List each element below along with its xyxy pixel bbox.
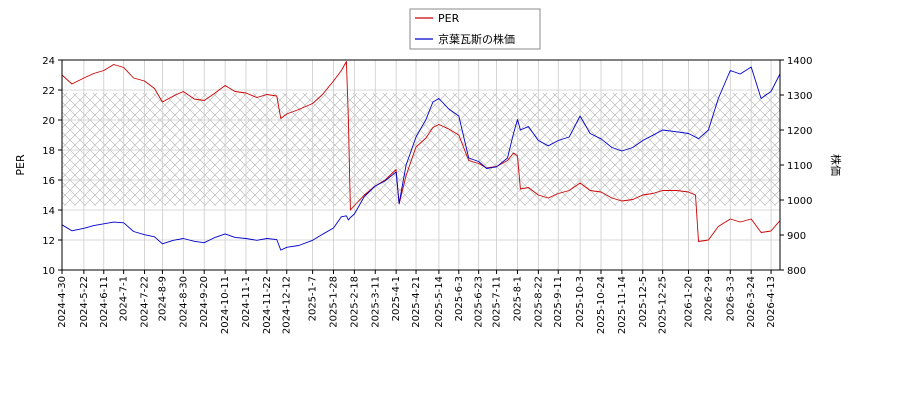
left-tick-label: 20	[42, 116, 55, 127]
x-tick-label: 2026-3-24	[746, 276, 757, 328]
x-tick-label: 2025-4-1	[391, 276, 402, 321]
x-tick-label: 2025-10-3	[575, 276, 586, 328]
x-tick-label: 2024-8-9	[157, 276, 168, 321]
x-tick-label: 2025-10-24	[596, 276, 607, 334]
right-tick-label: 800	[787, 266, 806, 277]
left-axis-title: PER	[14, 154, 27, 176]
x-tick-label: 2025-12-25	[658, 276, 669, 334]
x-tick-label: 2025-12-5	[638, 276, 649, 328]
series-layer	[62, 61, 780, 251]
right-tick-label: 1400	[787, 56, 812, 67]
x-tick-label: 2024-12-12	[282, 276, 293, 334]
x-tick-label: 2024-7-22	[140, 276, 151, 328]
x-tick-label: 2025-1-28	[328, 276, 339, 328]
x-tick-label: 2024-9-20	[199, 276, 210, 328]
x-tick-label: 2026-1-20	[684, 276, 695, 328]
x-tick-label: 2025-8-1	[512, 276, 523, 321]
x-tick-label: 2025-6-3	[454, 276, 465, 321]
x-tick-label: 2024-7-1	[119, 276, 130, 321]
x-tick-label: 2025-5-14	[434, 276, 445, 328]
right-tick-label: 900	[787, 231, 806, 242]
x-tick-label: 2025-2-18	[349, 276, 360, 328]
x-tick-label: 2024-8-30	[178, 276, 189, 328]
right-tick-label: 1000	[787, 196, 812, 207]
x-tick-label: 2024-6-11	[99, 276, 110, 328]
x-tick-label: 2024-4-30	[57, 276, 68, 328]
x-tick-label: 2024-10-11	[220, 276, 231, 334]
right-tick-label: 1200	[787, 126, 812, 137]
left-tick-label: 12	[42, 236, 55, 247]
legend-box	[409, 8, 541, 50]
x-tick-label: 2026-2-9	[703, 276, 714, 321]
x-tick-label: 2025-6-23	[474, 276, 485, 328]
left-tick-label: 18	[42, 146, 55, 157]
x-tick-label: 2024-5-22	[79, 276, 90, 328]
left-tick-label: 24	[42, 56, 55, 67]
series-line-per	[62, 61, 780, 242]
x-tick-label: 2025-11-14	[617, 276, 628, 334]
right-tick-label: 1300	[787, 91, 812, 102]
right-axis: 800 900 1000 1100 1200 1300 1400	[780, 56, 812, 277]
right-axis-title: 株価	[829, 154, 843, 176]
x-tick-label: 2024-11-22	[262, 276, 273, 334]
shaded-band	[62, 93, 780, 206]
x-tick-label: 2025-9-11	[553, 276, 564, 328]
left-tick-label: 14	[42, 206, 55, 217]
x-tick-label: 2025-1-7	[308, 276, 319, 321]
series-line-stock-price	[62, 66, 780, 251]
x-tick-label: 2026-4-13	[766, 276, 777, 328]
right-tick-label: 1100	[787, 161, 812, 172]
x-tick-label: 2025-3-11	[370, 276, 381, 328]
left-tick-label: 16	[42, 176, 55, 187]
x-tick-label: 2025-7-11	[492, 276, 503, 328]
x-tick-label: 2025-8-22	[533, 276, 544, 328]
legend: PER 京葉瓦斯の株価	[409, 8, 541, 50]
x-tick-label: 2025-4-21	[411, 276, 422, 328]
left-tick-label: 10	[42, 266, 55, 277]
left-axis: 10 12 14 16 18 20 22 24	[42, 56, 62, 277]
left-tick-label: 22	[42, 86, 55, 97]
x-axis: 2024-4-30 2024-5-22 2024-6-11 2024-7-1 2024-…	[57, 270, 777, 334]
x-tick-label: 2024-11-1	[241, 276, 252, 328]
x-tick-label: 2026-3-3	[725, 276, 736, 321]
legend-label-per: PER	[438, 12, 460, 25]
legend-label-stock-price: 京葉瓦斯の株価	[438, 32, 515, 46]
